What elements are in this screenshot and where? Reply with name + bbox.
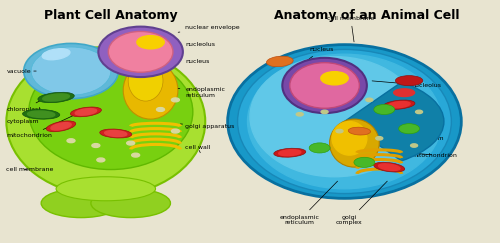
Ellipse shape xyxy=(41,189,120,217)
Text: Plant Cell Anatomy: Plant Cell Anatomy xyxy=(44,9,178,22)
Ellipse shape xyxy=(336,130,343,133)
Ellipse shape xyxy=(332,122,367,155)
Ellipse shape xyxy=(42,49,70,60)
Ellipse shape xyxy=(123,61,178,119)
Ellipse shape xyxy=(330,119,380,167)
Ellipse shape xyxy=(24,43,118,99)
Ellipse shape xyxy=(43,94,70,101)
Text: golgi apparatus: golgi apparatus xyxy=(180,124,234,129)
Ellipse shape xyxy=(278,150,301,156)
Ellipse shape xyxy=(156,108,164,111)
Ellipse shape xyxy=(416,110,422,113)
Ellipse shape xyxy=(56,177,156,201)
Ellipse shape xyxy=(266,56,293,67)
Ellipse shape xyxy=(91,189,170,217)
Ellipse shape xyxy=(28,111,55,118)
Text: golgi
complex: golgi complex xyxy=(336,181,388,226)
Ellipse shape xyxy=(378,164,400,170)
Ellipse shape xyxy=(321,110,328,113)
Ellipse shape xyxy=(366,98,373,102)
Ellipse shape xyxy=(321,72,348,85)
Text: cell membrane: cell membrane xyxy=(6,167,54,172)
Ellipse shape xyxy=(132,153,140,157)
Text: cytoplasm: cytoplasm xyxy=(6,113,54,124)
Text: chloroplast: chloroplast xyxy=(6,99,44,112)
Text: cytoplasm: cytoplasm xyxy=(412,129,444,141)
Text: endoplasmic
reticulum: endoplasmic reticulum xyxy=(280,181,338,226)
Ellipse shape xyxy=(22,109,60,119)
Ellipse shape xyxy=(248,54,442,189)
Ellipse shape xyxy=(92,144,100,148)
Text: nucleolus: nucleolus xyxy=(173,42,216,47)
Ellipse shape xyxy=(172,129,179,133)
Ellipse shape xyxy=(384,100,415,109)
Ellipse shape xyxy=(97,158,105,162)
Ellipse shape xyxy=(46,121,76,132)
Ellipse shape xyxy=(274,148,306,157)
Ellipse shape xyxy=(410,144,418,147)
Ellipse shape xyxy=(282,58,367,113)
Ellipse shape xyxy=(128,60,163,101)
Ellipse shape xyxy=(296,113,303,116)
Ellipse shape xyxy=(126,141,134,145)
Ellipse shape xyxy=(137,36,164,49)
Ellipse shape xyxy=(374,162,404,172)
Ellipse shape xyxy=(290,63,360,108)
Text: nuclear envelope: nuclear envelope xyxy=(178,25,240,32)
Text: vacuole: vacuole xyxy=(6,69,36,74)
Text: mitochondrion: mitochondrion xyxy=(412,153,458,158)
Text: cell membrane: cell membrane xyxy=(327,16,374,42)
Ellipse shape xyxy=(67,139,75,143)
Text: endoplasmic
reticulum: endoplasmic reticulum xyxy=(178,87,226,98)
Text: nucleus: nucleus xyxy=(178,57,210,64)
Ellipse shape xyxy=(309,143,330,153)
Ellipse shape xyxy=(75,109,96,115)
Ellipse shape xyxy=(108,31,173,72)
Ellipse shape xyxy=(38,92,74,103)
Text: lysosome: lysosome xyxy=(412,114,442,124)
Text: mitochondrion: mitochondrion xyxy=(6,115,73,139)
Ellipse shape xyxy=(396,76,423,86)
Text: nucleus: nucleus xyxy=(292,47,334,72)
Ellipse shape xyxy=(238,49,452,194)
Ellipse shape xyxy=(228,45,462,198)
Ellipse shape xyxy=(374,104,394,114)
Ellipse shape xyxy=(31,47,111,95)
Ellipse shape xyxy=(398,124,419,134)
Ellipse shape xyxy=(172,98,179,102)
Ellipse shape xyxy=(348,127,370,135)
Text: Anatomy of an Animal Cell: Anatomy of an Animal Cell xyxy=(274,9,460,22)
Ellipse shape xyxy=(70,107,102,117)
Ellipse shape xyxy=(98,27,183,77)
Ellipse shape xyxy=(100,129,132,138)
Ellipse shape xyxy=(354,157,375,167)
Ellipse shape xyxy=(394,89,414,96)
Ellipse shape xyxy=(28,54,193,170)
Ellipse shape xyxy=(250,57,419,177)
Wedge shape xyxy=(344,82,444,161)
Ellipse shape xyxy=(376,137,383,140)
Ellipse shape xyxy=(104,130,127,137)
Ellipse shape xyxy=(51,123,71,130)
Ellipse shape xyxy=(388,102,410,108)
Text: cell wall: cell wall xyxy=(186,145,210,153)
Ellipse shape xyxy=(6,47,205,196)
Text: nucleolus: nucleolus xyxy=(372,81,442,88)
Text: vacuole: vacuole xyxy=(412,88,436,107)
